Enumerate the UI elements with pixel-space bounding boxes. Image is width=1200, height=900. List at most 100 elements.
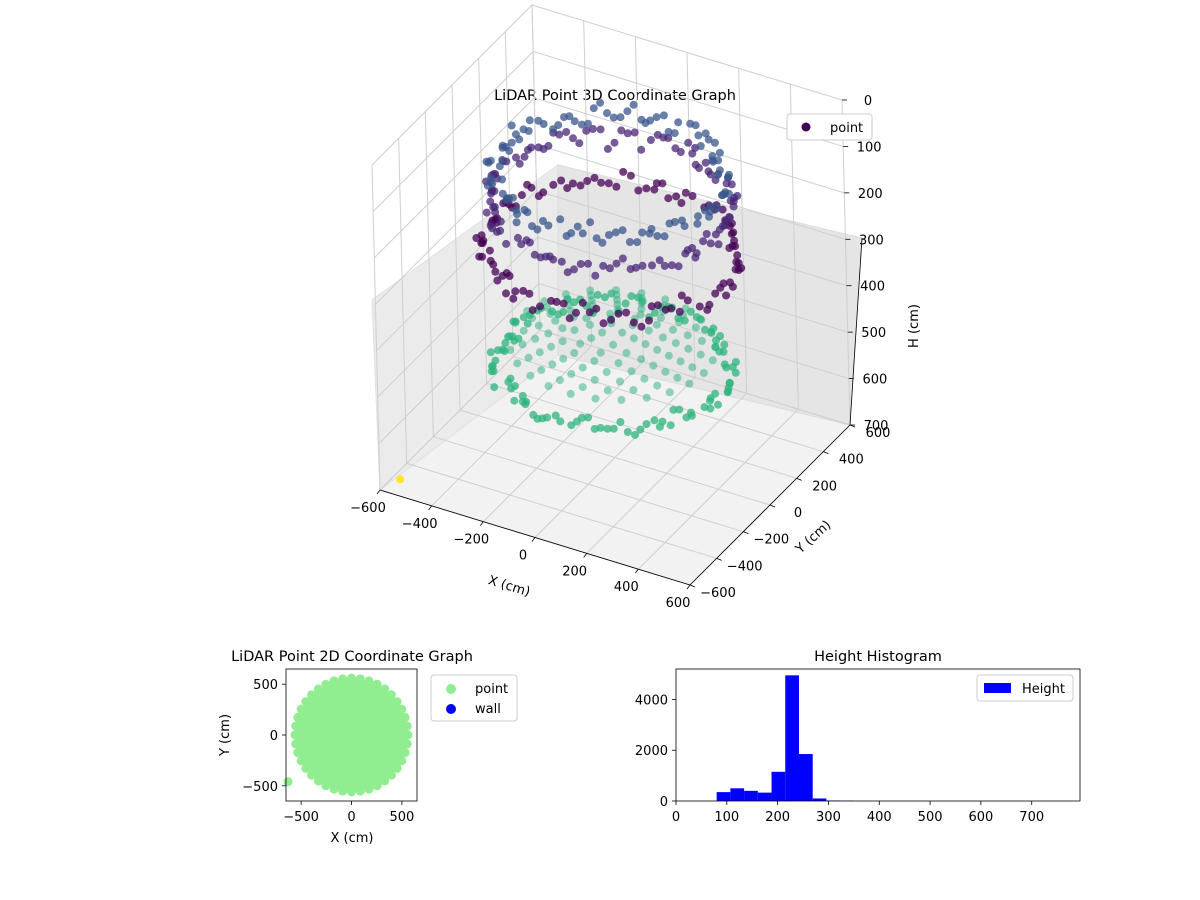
point-3d xyxy=(674,118,683,127)
point-3d xyxy=(673,373,682,382)
y-tick-mark xyxy=(716,557,722,561)
point-2d xyxy=(355,674,365,684)
x-tick-label: 200 xyxy=(562,564,587,579)
plot-frame-histogram xyxy=(675,668,1081,802)
point-3d xyxy=(590,173,599,182)
point-3d xyxy=(707,328,716,337)
histogram-bar xyxy=(771,771,786,801)
point-3d xyxy=(683,331,692,340)
legend-2d-point-marker xyxy=(446,684,456,694)
point-3d xyxy=(559,299,568,308)
z-axis-line xyxy=(849,237,863,426)
point-3d xyxy=(623,428,632,436)
point-3d xyxy=(528,306,537,315)
point-3d xyxy=(557,176,566,185)
point-3d xyxy=(489,367,498,375)
y-tick-label: 0 xyxy=(794,506,802,521)
point-3d xyxy=(592,234,601,243)
point-3d xyxy=(722,291,731,300)
point-3d xyxy=(634,186,643,195)
point-3d xyxy=(696,350,705,359)
point-3d xyxy=(711,289,720,298)
legend-histogram-box xyxy=(976,674,1074,702)
point-3d xyxy=(711,342,720,351)
point-3d xyxy=(702,230,711,238)
point-3d xyxy=(566,389,575,398)
point-3d xyxy=(727,180,736,189)
point-3d xyxy=(712,336,720,345)
x-tick-mark xyxy=(480,521,484,526)
point-3d xyxy=(591,271,600,280)
point-3d xyxy=(682,413,691,422)
point-2d xyxy=(290,730,300,740)
point-3d xyxy=(505,272,514,280)
point-3d xyxy=(700,403,709,412)
point-3d xyxy=(616,113,625,122)
point-3d xyxy=(645,229,654,238)
point-3d xyxy=(616,418,625,426)
point-3d xyxy=(569,134,577,143)
point-3d xyxy=(489,260,498,269)
x-tick-label-2d: 0 xyxy=(347,810,355,825)
point-2d xyxy=(380,684,390,694)
point-2d xyxy=(338,786,348,796)
point-3d xyxy=(485,246,494,255)
point-3d xyxy=(633,238,642,247)
point-3d xyxy=(512,153,520,162)
point-3d xyxy=(567,369,576,378)
point-3d xyxy=(711,230,720,239)
point-2d xyxy=(283,777,293,787)
point-3d xyxy=(626,171,635,180)
point-3d xyxy=(684,344,693,353)
point-2d xyxy=(403,730,413,740)
grid-line-z xyxy=(378,283,850,444)
point-3d xyxy=(652,113,661,122)
point-3d xyxy=(652,320,661,329)
point-3d xyxy=(652,179,661,188)
point-3d xyxy=(714,156,723,165)
point-2d-cloud xyxy=(295,678,408,792)
point-3d xyxy=(519,326,528,335)
point-3d xyxy=(531,334,540,343)
point-3d xyxy=(544,221,553,230)
point-3d xyxy=(534,321,543,330)
chart-3d: LiDAR Point 3D Coordinate Graph −600 −400… xyxy=(350,4,922,611)
x-tick-label: −600 xyxy=(350,501,386,516)
point-3d xyxy=(621,299,630,308)
point-3d xyxy=(653,301,662,310)
point-3d xyxy=(706,170,715,179)
point-3d xyxy=(623,107,632,116)
point-3d xyxy=(637,322,646,331)
y-tick-label-2d: 0 xyxy=(270,729,278,744)
point-3d xyxy=(715,166,724,175)
point-3d xyxy=(534,192,543,201)
legend-histogram: Height xyxy=(976,674,1074,702)
point-3d xyxy=(511,130,520,139)
point-3d xyxy=(496,217,505,226)
point-3d xyxy=(558,324,567,333)
point-3d xyxy=(609,113,618,122)
point-3d xyxy=(699,369,708,377)
point-2d xyxy=(291,721,301,731)
point-3d xyxy=(677,199,686,207)
point-3d xyxy=(570,265,578,274)
point-2d xyxy=(293,712,303,722)
point-3d xyxy=(644,326,653,335)
point-3d xyxy=(664,127,673,136)
point-3d xyxy=(578,229,587,238)
point-3d xyxy=(567,229,576,238)
point-3d xyxy=(637,355,646,364)
point-3d xyxy=(612,259,621,268)
point-3d xyxy=(599,261,608,270)
point-3d xyxy=(590,424,599,433)
point-3d xyxy=(578,298,587,307)
point-2d xyxy=(402,739,412,749)
point-3d xyxy=(713,203,722,212)
point-3d xyxy=(591,394,600,403)
point-3d xyxy=(587,334,596,343)
z-tick-label: 100 xyxy=(857,140,882,155)
point-3d xyxy=(573,222,582,231)
point-2d xyxy=(347,673,356,683)
point-3d xyxy=(568,179,577,188)
point-3d xyxy=(614,309,623,318)
